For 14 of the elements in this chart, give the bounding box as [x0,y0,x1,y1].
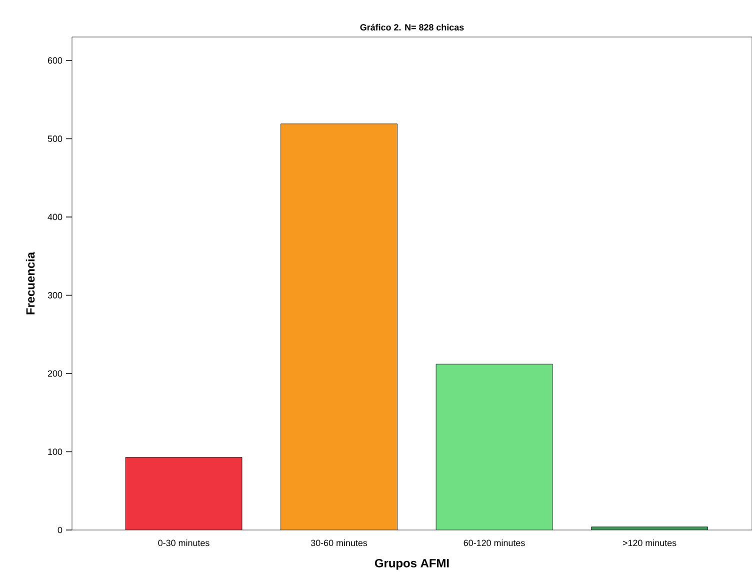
x-tick-label: >120 minutes [622,540,676,546]
y-axis-title: Frecuencia [26,252,35,314]
y-tick-label: 600 [48,57,62,64]
y-tick-label: 400 [48,214,62,220]
y-tick-label: 300 [48,292,62,298]
y-tick-label: 0 [58,526,62,534]
y-tick-label: 500 [48,136,62,142]
y-tick-label: 200 [48,370,62,377]
y-tick-label: 100 [48,448,62,455]
x-tick-label: 0-30 minutes [158,540,210,546]
x-tick-label: 30-60 minutes [310,540,368,546]
chart-title: Gráfico 2. N= 828 chicas [360,24,464,31]
x-tick-label: 60-120 minutes [464,540,525,546]
x-axis-title: Grupos AFMI [374,558,449,570]
